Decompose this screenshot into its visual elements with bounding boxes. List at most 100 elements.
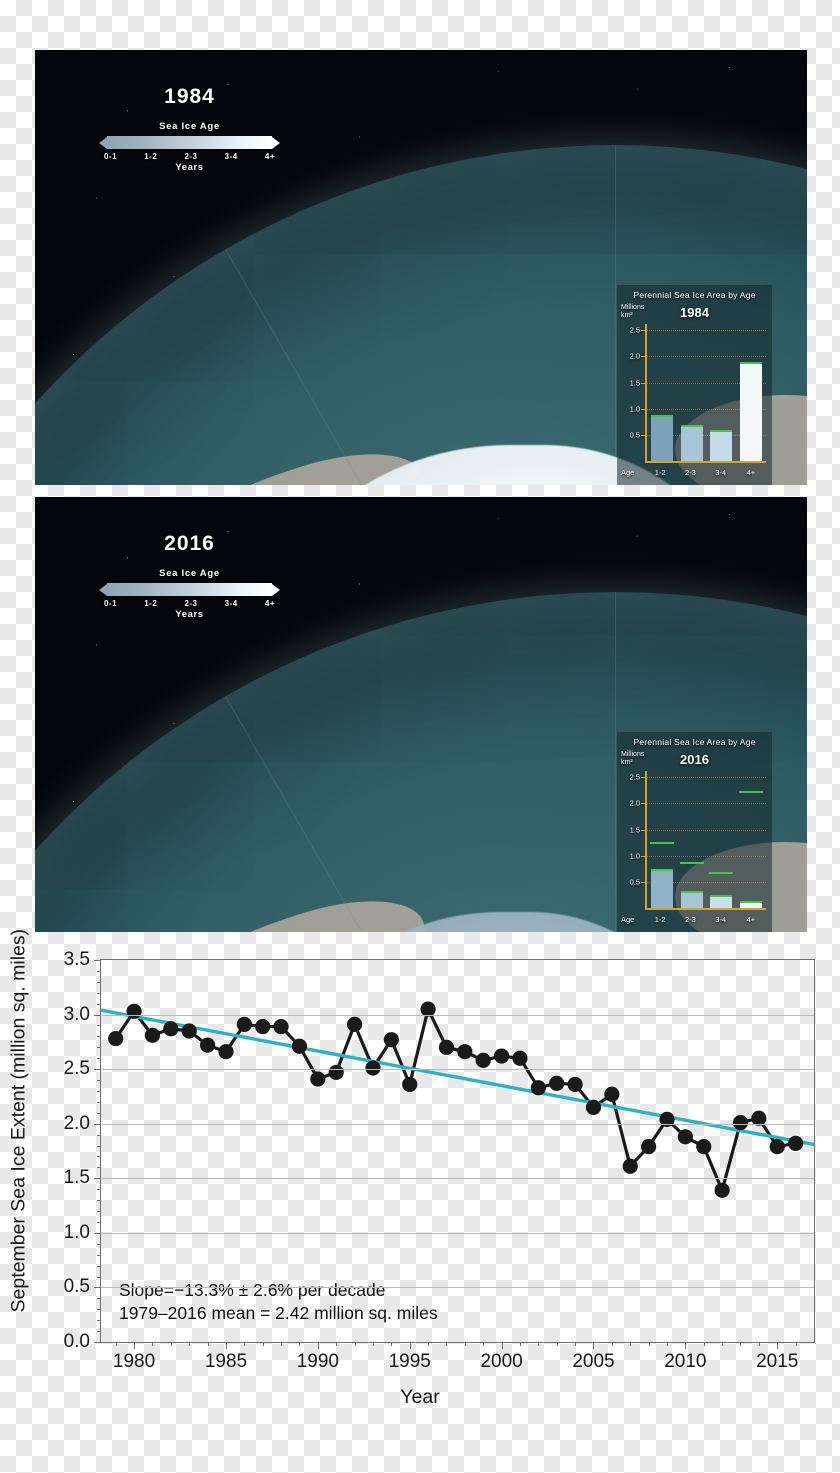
x-tick-label: 1980 <box>112 1351 156 1372</box>
x-tick-label: 2000 <box>480 1351 523 1372</box>
y-minor-tick <box>97 1101 101 1103</box>
inset-y-tick <box>641 330 647 332</box>
y-minor-tick <box>97 1167 101 1169</box>
y-minor-tick <box>97 992 101 994</box>
arrow-left-icon <box>99 583 107 596</box>
x-minor-tick <box>115 1342 117 1346</box>
y-gridline <box>101 1178 814 1180</box>
x-tick <box>225 1342 227 1349</box>
inset-units: Millions km² <box>621 304 644 320</box>
x-minor-tick <box>152 1342 154 1346</box>
inset-bar-slot <box>649 771 674 908</box>
inset-reference-mark <box>679 861 704 864</box>
y-tick <box>94 960 101 961</box>
inset-title: Perennial Sea Ice Area by Age <box>633 290 756 300</box>
data-point <box>677 1129 693 1145</box>
inset-bar <box>740 900 763 908</box>
x-minor-tick <box>758 1342 760 1346</box>
x-tick-label: 1990 <box>296 1351 339 1372</box>
inset-reference-mark <box>739 790 764 793</box>
y-minor-tick <box>97 1265 101 1267</box>
data-point <box>659 1111 675 1127</box>
legend-tick: 2-3 <box>184 599 198 608</box>
y-tick-label: 2.0 <box>63 1112 90 1134</box>
sea-ice-age-legend-1984: 1984 Sea Ice Age 0-1 1-2 2-3 3-4 4+ Year… <box>97 85 282 173</box>
inset-x-label: 3-4 <box>715 468 727 477</box>
y-minor-tick <box>97 1047 101 1049</box>
annotation-mean: 1979–2016 mean = 2.42 million sq. miles <box>119 1303 438 1324</box>
y-gridline <box>101 1287 814 1289</box>
panel-year-label: 2016 <box>164 532 215 555</box>
y-minor-tick <box>97 1276 101 1278</box>
data-point <box>402 1076 418 1093</box>
globe-panel-2016: 2016 Sea Ice Age 0-1 1-2 2-3 3-4 4+ Year… <box>35 497 807 932</box>
inset-gridline <box>647 356 766 358</box>
y-minor-tick <box>97 1134 101 1136</box>
sea-ice-extent-chart: September Sea Ice Extent (million sq. mi… <box>0 929 840 1423</box>
x-tick-label: 1985 <box>204 1351 248 1372</box>
x-minor-tick <box>722 1342 724 1346</box>
data-point <box>604 1086 620 1102</box>
legend-ticks: 0-1 1-2 2-3 3-4 4+ <box>97 599 282 608</box>
data-point <box>567 1076 583 1093</box>
inset-bar <box>680 891 703 908</box>
inset-gridline <box>647 330 766 332</box>
arrow-left-icon <box>99 136 107 149</box>
y-minor-tick <box>97 1254 101 1256</box>
inset-bar-slot <box>740 324 763 461</box>
inset-x-label: 3-4 <box>715 915 727 924</box>
data-point <box>126 1003 142 1019</box>
inset-bar <box>740 362 763 461</box>
y-minor-tick <box>97 970 101 972</box>
inset-bar-slot <box>680 324 703 461</box>
data-point <box>236 1016 252 1032</box>
x-tick-label: 2005 <box>572 1351 615 1372</box>
inset-x-label: 4+ <box>746 468 756 477</box>
legend-gradient-bar <box>99 136 280 149</box>
inset-reference-mark <box>709 872 734 875</box>
x-tick-label: 2015 <box>756 1351 799 1372</box>
arrow-right-icon <box>272 583 280 596</box>
x-minor-tick <box>281 1342 283 1346</box>
x-minor-tick <box>483 1342 485 1346</box>
plot-area: Slope=−13.3% ± 2.6% per decade 1979–2016… <box>64 949 815 1372</box>
y-tick <box>94 1014 101 1016</box>
x-minor-tick <box>391 1342 393 1346</box>
inset-units-line2: km² <box>621 759 633 766</box>
y-minor-tick <box>97 1200 101 1202</box>
inset-bar <box>650 414 673 461</box>
legend-tick: 3-4 <box>224 599 238 608</box>
data-point <box>457 1044 473 1060</box>
y-minor-tick <box>97 1211 101 1213</box>
inset-gridline <box>647 829 766 831</box>
y-minor-tick <box>97 981 101 983</box>
legend-gradient-bar <box>99 583 280 596</box>
annotation-slope: Slope=−13.3% ± 2.6% per decade <box>119 1279 386 1300</box>
x-minor-tick <box>262 1342 264 1346</box>
x-minor-tick <box>519 1342 521 1346</box>
inset-bar-slot <box>709 771 734 908</box>
y-minor-tick <box>97 1221 101 1223</box>
y-minor-tick <box>97 1243 101 1245</box>
x-minor-tick <box>538 1342 540 1346</box>
inset-y-tick <box>641 855 647 857</box>
inset-plot-area: 2.5 2.0 1.5 1.0 0.5 <box>630 771 766 910</box>
y-minor-tick <box>97 1189 101 1191</box>
x-tick <box>777 1342 779 1349</box>
data-point <box>310 1071 326 1087</box>
inset-y-tick <box>641 408 647 410</box>
legend-tick: 1-2 <box>144 599 158 608</box>
data-point <box>328 1064 344 1081</box>
inset-bars <box>647 771 766 908</box>
legend-title: Sea Ice Age <box>159 121 220 132</box>
y-minor-tick <box>97 1320 101 1322</box>
inset-bar-slot <box>739 771 764 908</box>
inset-bar <box>710 430 733 461</box>
gradient-swatch <box>107 583 272 596</box>
inset-x-label: 1-2 <box>654 468 666 477</box>
inset-y-tick <box>641 356 647 358</box>
inset-y-tick <box>641 777 647 779</box>
inset-y-tick <box>641 434 647 436</box>
inset-gridline <box>647 434 766 436</box>
data-point <box>732 1115 749 1131</box>
